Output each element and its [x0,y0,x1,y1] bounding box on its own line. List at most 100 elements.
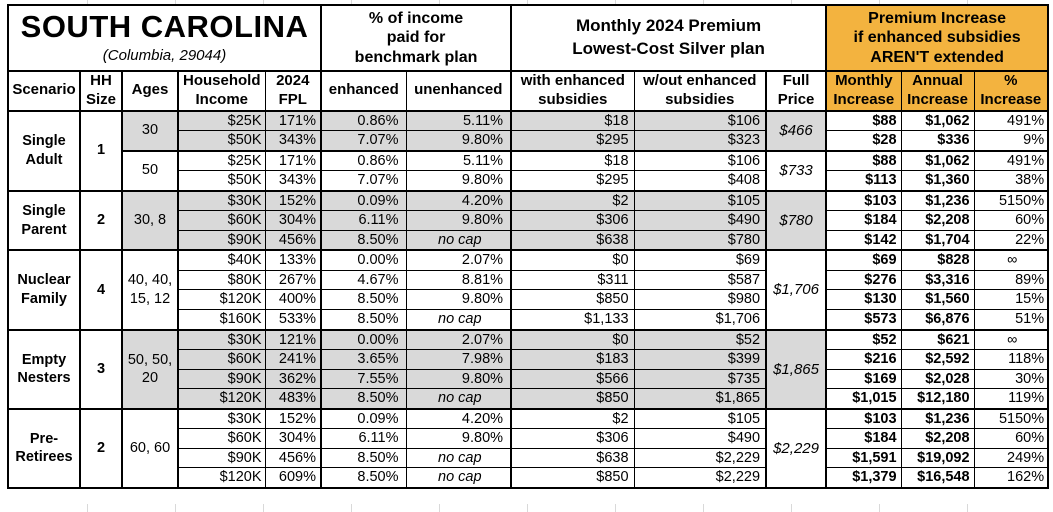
pct-increase-cell: 5150% [973,407,1049,430]
fpl-cell: 400% [264,289,322,310]
monthly-increase-cell: $130 [825,289,902,310]
enhanced-pct-cell: 7.55% [320,368,407,390]
fpl-cell: 133% [264,249,322,271]
income-cell: $90K [177,447,266,469]
annual-increase-cell: $1,704 [900,229,975,251]
fpl-cell: 304% [264,428,322,449]
unenhanced-pct-cell: no cap [405,388,512,410]
monthly-increase-cell: $276 [825,269,902,291]
fpl-cell: 456% [264,447,322,469]
annual-increase-cell: $1,062 [900,149,975,172]
table-row: $90K 362% 7.55% 9.80% $566 $735 $169 $2,028 30% [8,368,1049,390]
group-header-benchmark-plan: % of income paid for benchmark plan [320,4,512,72]
pct-increase-cell: 491% [973,109,1049,132]
monthly-increase-cell: $88 [825,109,902,132]
col-header-2024-fpl: 2024 FPL [264,70,322,112]
annual-increase-cell: $3,316 [900,269,975,291]
excel-gridlines-bottom [0,504,1053,512]
annual-increase-cell: $19,092 [900,447,975,469]
fpl-cell: 343% [264,170,322,192]
ages-cell: 40, 40, 15, 12 [121,249,179,331]
annual-increase-cell: $2,592 [900,349,975,370]
unenhanced-pct-cell: no cap [405,467,512,489]
without-subsidies-cell: $52 [633,328,767,351]
fpl-cell: 171% [264,109,322,132]
income-cell: $30K [177,407,266,430]
with-subsidies-cell: $183 [510,349,635,370]
scenario-cell: Nuclear Family [8,249,81,331]
without-subsidies-cell: $408 [633,170,767,192]
unenhanced-pct-cell: 5.11% [405,109,512,132]
enhanced-pct-cell: 7.07% [320,130,407,152]
without-subsidies-cell: $1,865 [633,388,767,410]
with-subsidies-cell: $638 [510,229,635,251]
annual-increase-cell: $621 [900,328,975,351]
without-subsidies-cell: $2,229 [633,447,767,469]
pct-increase-cell: 89% [973,269,1049,291]
table-row: Pre- Retirees 2 60, 60 $30K 152% 0.09% 4.20% $2… [8,407,1049,489]
table-row: $160K 533% 8.50% no cap $1,133 $1,706 $573 $6,8… [8,308,1049,331]
monthly-increase-cell: $169 [825,368,902,390]
unenhanced-pct-cell: 9.80% [405,368,512,390]
income-cell: $120K [177,388,266,410]
without-subsidies-cell: $69 [633,249,767,271]
table-row: $60K 241% 3.65% 7.98% $183 $399 $216 $2,592 118% [8,349,1049,370]
group-header-premium-increase: Premium Increase if enhanced subsidies A… [825,4,1049,72]
pct-increase-cell: ∞ [973,249,1049,271]
full-price-cell: $780 [765,189,827,251]
unenhanced-pct-cell: 4.20% [405,407,512,430]
monthly-increase-cell: $28 [825,130,902,152]
enhanced-pct-cell: 6.11% [320,428,407,449]
pct-increase-cell: 5150% [973,189,1049,212]
without-subsidies-cell: $980 [633,289,767,310]
full-price-cell: $2,229 [765,407,827,489]
premium-comparison-table: SOUTH CAROLINA (Columbia, 29044) % of in… [7,4,1050,489]
table-title: SOUTH CAROLINA (Columbia, 29044) [7,4,322,72]
without-subsidies-cell: $323 [633,130,767,152]
monthly-increase-cell: $142 [825,229,902,251]
pct-increase-cell: 30% [973,368,1049,390]
table-row: $60K 304% 6.11% 9.80% $306 $490 $184 $2,208 60% [8,428,1049,449]
annual-increase-cell: $336 [900,130,975,152]
full-price-cell: $733 [765,149,827,192]
col-header-monthly-increase: Monthly Increase [825,70,902,112]
income-cell: $90K [177,368,266,390]
annual-increase-cell: $1,560 [900,289,975,310]
table-row: Nuclear Family 4 40, 40, 15, 12 $40K 133% 0.0… [8,249,1049,331]
col-header-without-enhanced-subsidies: w/out enhanced subsidies [633,70,767,112]
without-subsidies-cell: $780 [633,229,767,251]
col-header-ages: Ages [121,70,179,112]
with-subsidies-cell: $2 [510,407,635,430]
enhanced-pct-cell: 0.86% [320,149,407,172]
enhanced-pct-cell: 0.00% [320,328,407,351]
enhanced-pct-cell: 8.50% [320,388,407,410]
income-cell: $120K [177,289,266,310]
without-subsidies-cell: $106 [633,149,767,172]
pct-increase-cell: 51% [973,308,1049,331]
pct-increase-cell: 60% [973,210,1049,231]
without-subsidies-cell: $399 [633,349,767,370]
table-row: $50K 343% 7.07% 9.80% $295 $323 $28 $336 9% [8,130,1049,152]
monthly-increase-cell: $216 [825,349,902,370]
unenhanced-pct-cell: 5.11% [405,149,512,172]
title-subtitle: (Columbia, 29044) [102,46,227,64]
annual-increase-cell: $16,548 [900,467,975,489]
table-row: Single Parent 2 30, 8 $30K 152% 0.09% 4.20% $2 $… [8,189,1049,251]
enhanced-pct-cell: 8.50% [320,467,407,489]
col-header-with-enhanced-subsidies: with enhanced subsidies [510,70,635,112]
enhanced-pct-cell: 4.67% [320,269,407,291]
with-subsidies-cell: $0 [510,249,635,271]
col-header-household-income: Household Income [177,70,266,112]
pct-increase-cell: 118% [973,349,1049,370]
hh-size-cell: 2 [79,189,123,251]
income-cell: $30K [177,328,266,351]
with-subsidies-cell: $638 [510,447,635,469]
col-header-annual-increase: Annual Increase [900,70,975,112]
scenario-cell: Empty Nesters [8,328,81,410]
with-subsidies-cell: $306 [510,428,635,449]
monthly-increase-cell: $184 [825,210,902,231]
monthly-increase-cell: $573 [825,308,902,331]
income-cell: $40K [177,249,266,271]
with-subsidies-cell: $295 [510,130,635,152]
enhanced-pct-cell: 0.09% [320,189,407,212]
